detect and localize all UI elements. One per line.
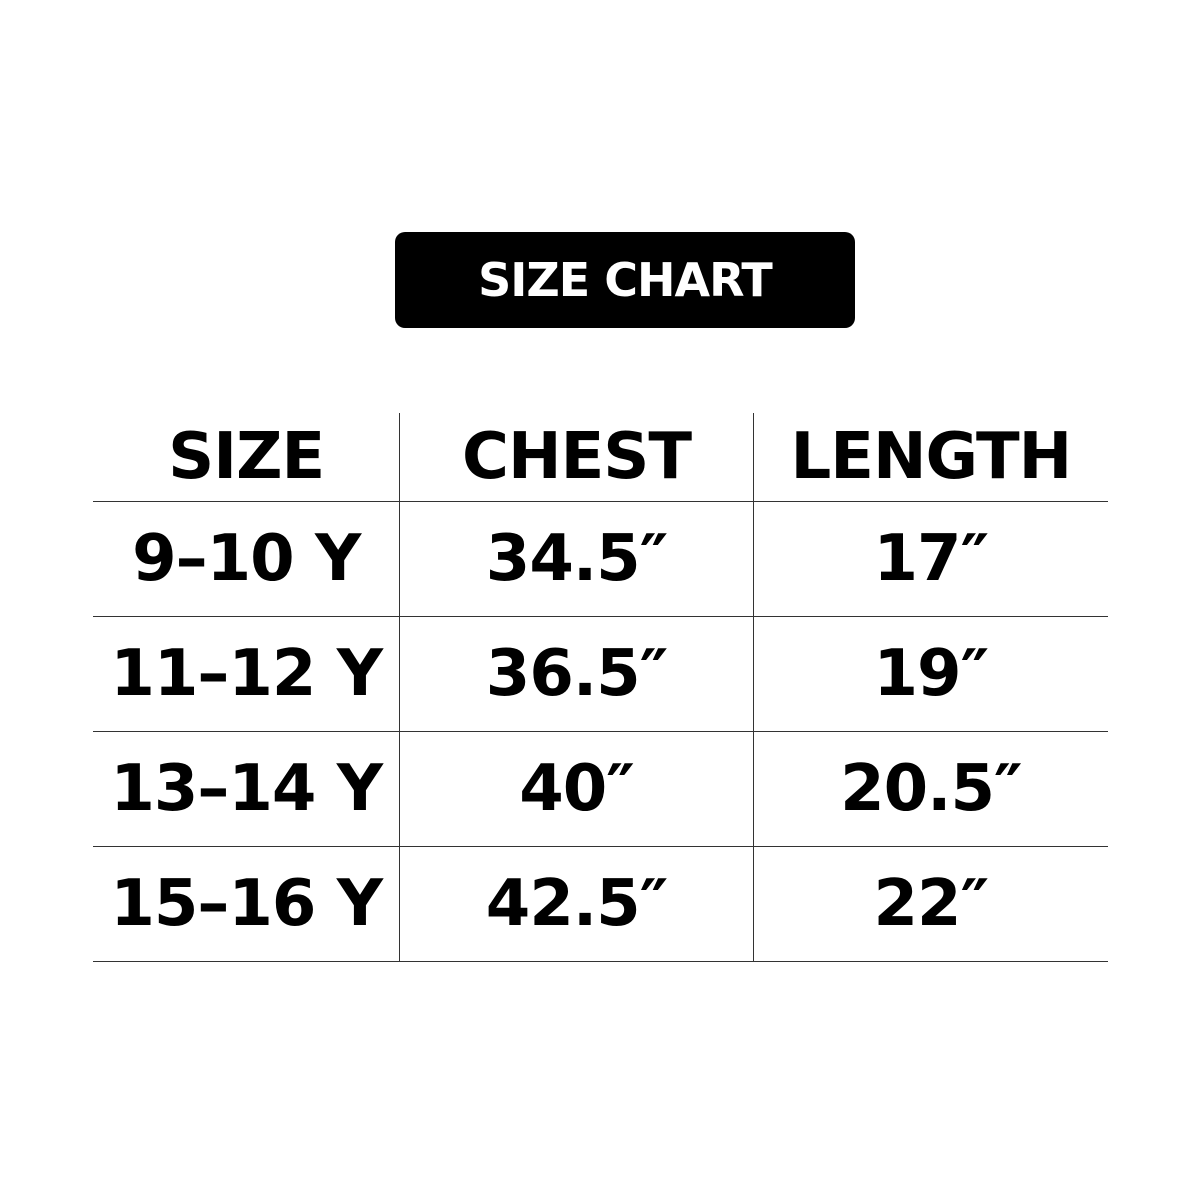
- size-cell: 13–14 Y: [110, 752, 383, 826]
- header-size: SIZE: [168, 420, 325, 494]
- size-cell: 9–10 Y: [132, 522, 361, 596]
- header-chest: CHEST: [399, 413, 752, 501]
- table-row: 11–12 Y 36.5″ 19″: [93, 617, 1108, 732]
- size-cell: 11–12 Y: [110, 637, 383, 711]
- table-row: 9–10 Y 34.5″ 17″: [93, 502, 1108, 617]
- length-cell: 19″: [752, 617, 1108, 731]
- chest-cell: 42.5″: [399, 847, 752, 961]
- length-cell: 17″: [752, 502, 1108, 616]
- table-header-row: SIZE CHEST LENGTH: [93, 413, 1108, 502]
- length-cell: 22″: [752, 847, 1108, 961]
- table-row: 13–14 Y 40″ 20.5″: [93, 732, 1108, 847]
- size-chart-title: SIZE CHART: [395, 232, 855, 328]
- chest-cell: 36.5″: [399, 617, 752, 731]
- size-cell: 15–16 Y: [110, 867, 383, 941]
- table-row: 15–16 Y 42.5″ 22″: [93, 847, 1108, 962]
- chest-cell: 40″: [399, 732, 752, 846]
- chest-cell: 34.5″: [399, 502, 752, 616]
- header-length: LENGTH: [752, 413, 1108, 501]
- length-cell: 20.5″: [752, 732, 1108, 846]
- size-table: SIZE CHEST LENGTH 9–10 Y 34.5″ 17″ 11–12…: [93, 413, 1108, 962]
